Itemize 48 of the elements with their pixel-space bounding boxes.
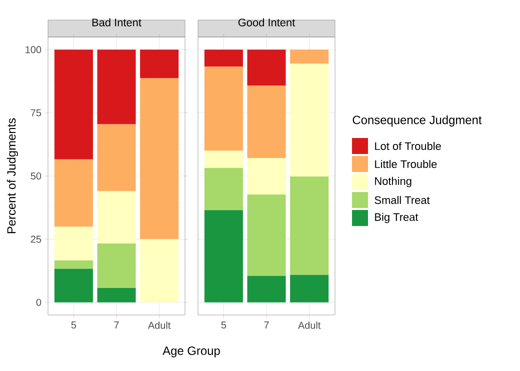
- bar: [97, 243, 136, 288]
- y-tick-label: 0: [36, 298, 42, 306]
- legend-label: Little Trouble: [375, 160, 437, 168]
- bar: [97, 191, 136, 244]
- bar: [204, 66, 243, 151]
- y-axis-title: Percent of Judgments: [6, 118, 18, 234]
- bar: [140, 50, 179, 78]
- y-tick-label: 50: [30, 172, 42, 180]
- bar: [247, 86, 286, 158]
- chart-title: Good Intent: [238, 18, 296, 26]
- bar: [247, 158, 286, 194]
- bar: [247, 194, 286, 276]
- legend-label: Nothing: [375, 176, 412, 188]
- bar: [290, 64, 329, 177]
- y-tick-label: 100: [26, 46, 42, 54]
- bar: [97, 124, 136, 192]
- bar: [204, 150, 243, 168]
- legend-title: Consequence Judgment: [352, 115, 482, 127]
- bar: [54, 268, 93, 302]
- x-tick-label: 5: [221, 322, 226, 328]
- bar: [247, 50, 286, 86]
- bar: [290, 176, 329, 275]
- x-tick-label: Adult: [148, 322, 171, 329]
- x-tick-label: 5: [71, 322, 76, 328]
- bar: [54, 50, 93, 160]
- bar: [97, 50, 136, 124]
- bar: [247, 276, 286, 302]
- legend-label: Small Treat: [374, 196, 430, 204]
- bar: [204, 168, 243, 210]
- bar: [54, 159, 93, 227]
- bar: [97, 288, 136, 302]
- bar: [140, 78, 179, 240]
- bar: [54, 226, 93, 260]
- chart-title: Bad Intent: [92, 18, 142, 26]
- bar: [140, 239, 179, 302]
- bar: [54, 260, 93, 269]
- legend-label: Big Treat: [375, 212, 418, 224]
- bar: [204, 50, 243, 67]
- bar: [290, 274, 329, 302]
- bar: [290, 50, 329, 64]
- bar: [204, 210, 243, 302]
- x-axis-title: Age Group: [162, 346, 220, 358]
- y-tick-label: 25: [30, 236, 42, 243]
- x-tick-label: 7: [264, 322, 269, 328]
- legend-label: Lot of Trouble: [375, 142, 441, 150]
- x-tick-label: Adult: [298, 322, 321, 329]
- x-tick-label: 7: [114, 322, 119, 328]
- y-tick-label: 75: [30, 109, 42, 116]
